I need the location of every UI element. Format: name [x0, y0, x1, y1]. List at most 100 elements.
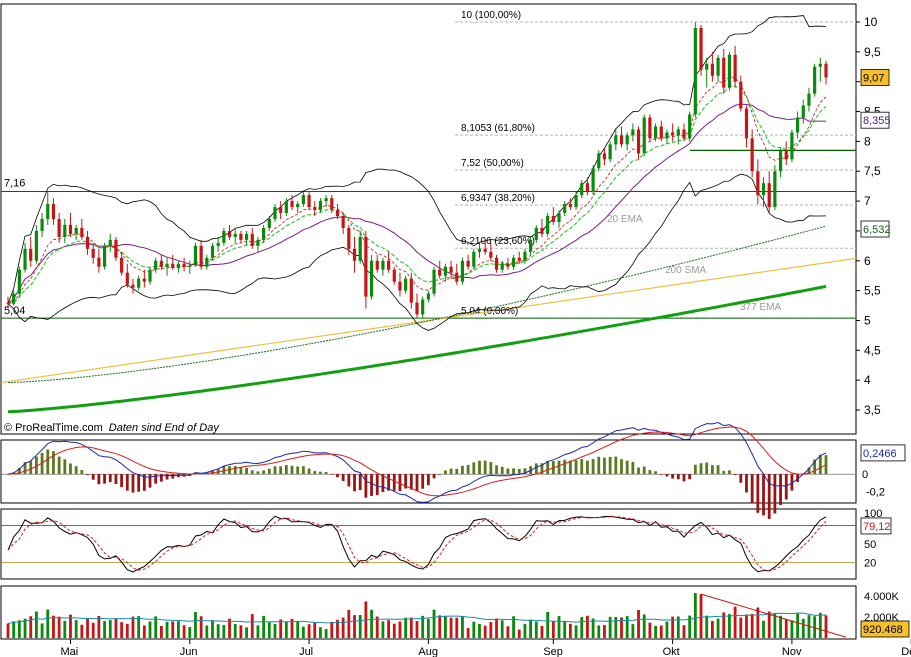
y-tick-label: 7	[864, 194, 871, 208]
macd-hist-bar	[637, 467, 640, 475]
volume-bar	[506, 626, 510, 638]
candle	[659, 120, 663, 142]
candle	[773, 165, 777, 211]
candle	[210, 242, 215, 261]
volume-bar	[108, 619, 112, 638]
volume-bar	[568, 623, 572, 638]
macd-hist-bar	[421, 474, 425, 489]
macd-hist-bar	[159, 474, 163, 482]
candle-body	[489, 251, 493, 258]
volume-bar	[790, 620, 794, 638]
candle-body	[426, 293, 430, 300]
candle	[284, 198, 288, 216]
macd-hist-bar	[319, 471, 322, 475]
volume-bar	[398, 621, 402, 638]
candle-body	[40, 218, 44, 231]
candle-body	[57, 218, 61, 237]
candle-body	[688, 114, 692, 139]
candle	[262, 224, 266, 243]
macd-hist-bar	[796, 474, 799, 482]
macd-hist-bar	[722, 470, 726, 475]
candle	[415, 293, 419, 318]
macd-hist-bar	[313, 471, 317, 475]
candle-body	[642, 117, 646, 154]
candle	[489, 242, 493, 261]
macd-hist-bar	[398, 474, 402, 492]
candle-body	[318, 201, 323, 211]
candle	[625, 132, 629, 151]
fib-label: 8,1053 (61,80%)	[461, 123, 535, 134]
candle	[551, 207, 555, 225]
volume-bar	[245, 627, 248, 638]
ema-badge: 6,532	[863, 224, 891, 236]
volume-bar	[12, 621, 16, 638]
bollinger-upper	[7, 15, 827, 304]
volume-bar	[603, 625, 606, 638]
macd-hist-bar	[739, 474, 743, 483]
fib-label: 10 (100,00%)	[461, 10, 521, 21]
month-label: Dez	[901, 646, 911, 657]
macd-hist-bar	[103, 474, 106, 484]
candle	[176, 260, 181, 273]
candle	[381, 257, 385, 276]
macd-indicator: 0 -0,2 0,2466	[1, 421, 906, 519]
macd-hist-bar	[40, 452, 44, 475]
y-tick-label: 9,5	[864, 45, 881, 59]
candle-body	[733, 54, 737, 82]
macd-hist-bar	[620, 459, 623, 475]
candle-body	[625, 135, 629, 145]
volume-bar	[710, 620, 714, 638]
candle-body	[608, 144, 612, 160]
candle	[506, 257, 510, 270]
volume-bar	[512, 616, 515, 638]
candle	[40, 213, 44, 237]
candle-body	[807, 93, 811, 106]
macd-hist-bar	[370, 474, 373, 496]
candle	[57, 213, 61, 243]
candle-body	[636, 129, 641, 154]
volume-trend-line	[700, 593, 847, 638]
volume-bar	[517, 629, 521, 638]
volume-bar	[35, 611, 38, 638]
macd-hist-bar	[756, 474, 760, 513]
macd-hist-bar	[461, 465, 464, 475]
candle	[301, 192, 305, 208]
candle-body	[500, 263, 504, 270]
candle-body	[778, 150, 783, 172]
macd-hist-bar	[347, 474, 351, 487]
volume-bar	[745, 614, 748, 638]
volume-bar	[773, 613, 777, 638]
upper-band-badge: 8,355	[863, 115, 891, 127]
volume-bar	[682, 625, 686, 638]
ema-label: 20 EMA	[607, 214, 643, 225]
stoch-badge-box	[860, 517, 892, 535]
macd-hist-bar	[591, 459, 595, 475]
macd-hist-bar	[74, 466, 78, 475]
macd-hist-bar	[63, 459, 67, 475]
volume-bar	[444, 616, 447, 638]
y-tick-label: 10	[864, 15, 878, 29]
candle-body	[716, 57, 720, 76]
candle	[131, 278, 135, 294]
candle	[6, 296, 10, 309]
candle	[449, 260, 453, 279]
macd-hist-bar	[676, 474, 680, 480]
stochastic-indicator: 100 50 20 79,12	[1, 508, 892, 573]
volume-bar	[17, 620, 21, 638]
stoch-tick-label: 50	[864, 539, 876, 551]
macd-hist-bar	[483, 460, 487, 475]
macd-hist-bar	[495, 465, 498, 475]
candle	[51, 198, 56, 225]
volume-bar	[608, 616, 612, 638]
macd-hist-bar	[818, 454, 822, 475]
candle-body	[790, 132, 794, 160]
candle	[693, 22, 697, 118]
candle	[46, 192, 50, 225]
macd-hist-bar	[506, 468, 510, 475]
volume-bar	[739, 617, 743, 638]
volume-bar	[46, 609, 50, 638]
macd-hist-bar	[228, 466, 231, 475]
volume-bar	[489, 622, 493, 638]
macd-hist-bar	[597, 456, 601, 475]
candle-body	[824, 63, 828, 78]
